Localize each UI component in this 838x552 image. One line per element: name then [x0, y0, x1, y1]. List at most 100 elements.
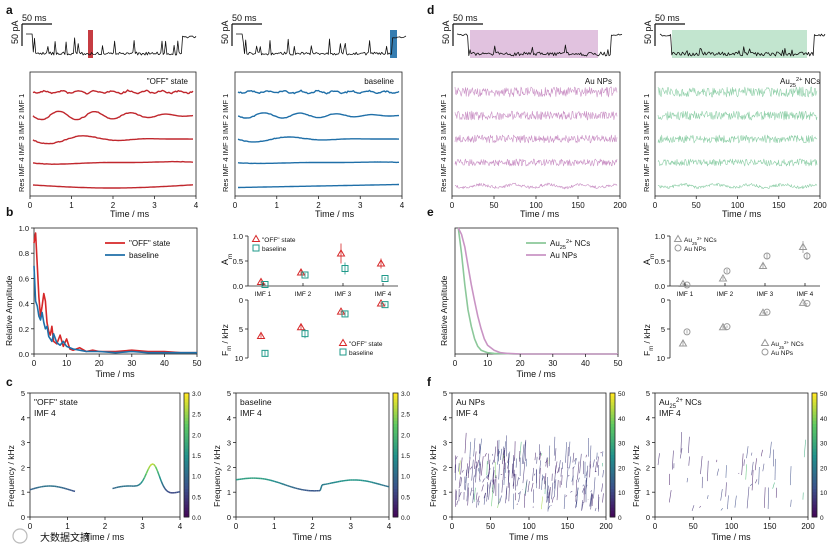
colorbar-segment [393, 439, 398, 444]
colorbar-segment [393, 433, 398, 437]
colorbar-segment [393, 424, 398, 428]
colorbar-segment [184, 396, 189, 400]
y-tick-label: 10 [657, 354, 665, 363]
x-tick-label: 0 [653, 522, 658, 531]
spectrum-ridge-segment [168, 491, 171, 494]
spectrum-stroke [554, 448, 557, 461]
colorbar-segment [393, 405, 398, 409]
colorbar-frame [811, 392, 818, 518]
spectrum-ridge-segment [154, 466, 159, 472]
spectrum-ridge-segment [63, 487, 66, 490]
colorbar-segment [610, 442, 615, 447]
x-tick-label: 50 [692, 201, 701, 210]
spectrum-stroke [521, 444, 525, 465]
spectrum-stroke [488, 482, 491, 500]
colorbar-tick-label: 40 [820, 416, 828, 423]
marker-circle [803, 252, 811, 260]
colorbar-segment [610, 455, 615, 459]
colorbar-segment [184, 433, 189, 437]
spectrum-subtitle: IMF 4 [240, 408, 262, 418]
y-tick-label: 5 [661, 325, 665, 334]
y-tick-label: 0.8 [19, 249, 29, 258]
imf-line [32, 160, 194, 166]
spectrum-stroke [571, 475, 574, 482]
category-label: IMF 3 [757, 291, 774, 298]
marker-triangle [798, 298, 808, 306]
spectrum-stroke [758, 466, 760, 485]
spectrum-stroke [488, 459, 491, 481]
x-tick-label: 200 [613, 201, 627, 210]
spectrum-stroke [516, 503, 518, 505]
spectrum-ridge-segment [293, 486, 296, 489]
colorbar: 0 10 20 30 40 50 [811, 391, 828, 522]
colorbar-segment [393, 473, 398, 478]
spectrum-stroke [524, 479, 528, 496]
y-axis-title-fm: Fm / kHz [642, 324, 655, 356]
spectrum-stroke [590, 490, 592, 493]
condition-label: baseline [364, 77, 394, 86]
y-tick-label: 1.0 [655, 232, 665, 241]
spectrum-stroke [716, 468, 719, 476]
y-tick-label: 0.0 [233, 282, 243, 291]
raw-current-line [26, 33, 197, 56]
colorbar-segment [812, 507, 817, 512]
spectrum-stroke [769, 441, 772, 459]
marker-square [339, 348, 347, 356]
colorbar-segment [184, 479, 189, 484]
spectrum-stroke [546, 457, 548, 461]
colorbar-segment [610, 417, 615, 422]
marker-square [252, 244, 260, 252]
spectrum-stroke [602, 493, 604, 503]
spectrum-stroke [479, 438, 483, 454]
spectrum-stroke [550, 505, 552, 507]
spectrum-stroke [746, 446, 749, 459]
spectrum-stroke [590, 494, 593, 507]
x-tick-label: 1 [65, 522, 70, 531]
spectrum-stroke [540, 496, 544, 510]
x-tick-label: 2 [111, 201, 116, 210]
marker-square [381, 301, 389, 309]
spectrum-stroke [751, 461, 754, 476]
y-tick-label: 0.2 [19, 325, 29, 334]
colorbar-segment [393, 402, 398, 406]
colorbar-segment [610, 433, 615, 437]
spectrum-ridge-segment [147, 465, 151, 470]
marker-triangle [336, 249, 346, 257]
colorbar-segment [812, 417, 817, 422]
spectrum-stroke [553, 436, 556, 456]
spectrum-stroke [518, 477, 520, 480]
y-tick-label: 4 [646, 414, 650, 423]
colorbar-segment [812, 489, 817, 493]
spectrum-stroke [582, 484, 585, 487]
spectrum-stroke [472, 493, 474, 504]
colorbar-tick-label: 1.5 [192, 453, 201, 460]
colorbar-segment [610, 473, 615, 478]
spectrum-stroke [527, 481, 530, 493]
spectrum-stroke [585, 470, 588, 477]
y-tick-label: 0.4 [19, 300, 29, 309]
spectrum-stroke [725, 465, 727, 478]
raw-current-line [456, 33, 623, 57]
spectrum-stroke [502, 459, 505, 480]
colorbar-segment [610, 396, 615, 400]
marker-circle [683, 281, 691, 289]
colorbar-segment [393, 442, 398, 447]
spectrum-stroke [565, 495, 568, 497]
spectrum-stroke [541, 474, 543, 490]
colorbar-segment [610, 451, 615, 456]
colorbar-segment [184, 482, 189, 487]
colorbar-segment [610, 393, 615, 397]
spectrum-stroke [546, 485, 549, 503]
spectrum-stroke [479, 463, 481, 481]
y-tick-label: 0.0 [19, 350, 29, 359]
x-tick-label: 3 [358, 201, 363, 210]
colorbar-segment [610, 495, 615, 499]
imf-panel: Au NPs 0 50 100 150 200 [450, 71, 627, 210]
imf-line [238, 183, 399, 189]
colorbar-segment [812, 486, 817, 490]
marker-circle [723, 267, 731, 275]
spectrum-stroke [567, 446, 569, 469]
colorbar-segment [812, 408, 817, 413]
spectrum-stroke [454, 455, 456, 473]
